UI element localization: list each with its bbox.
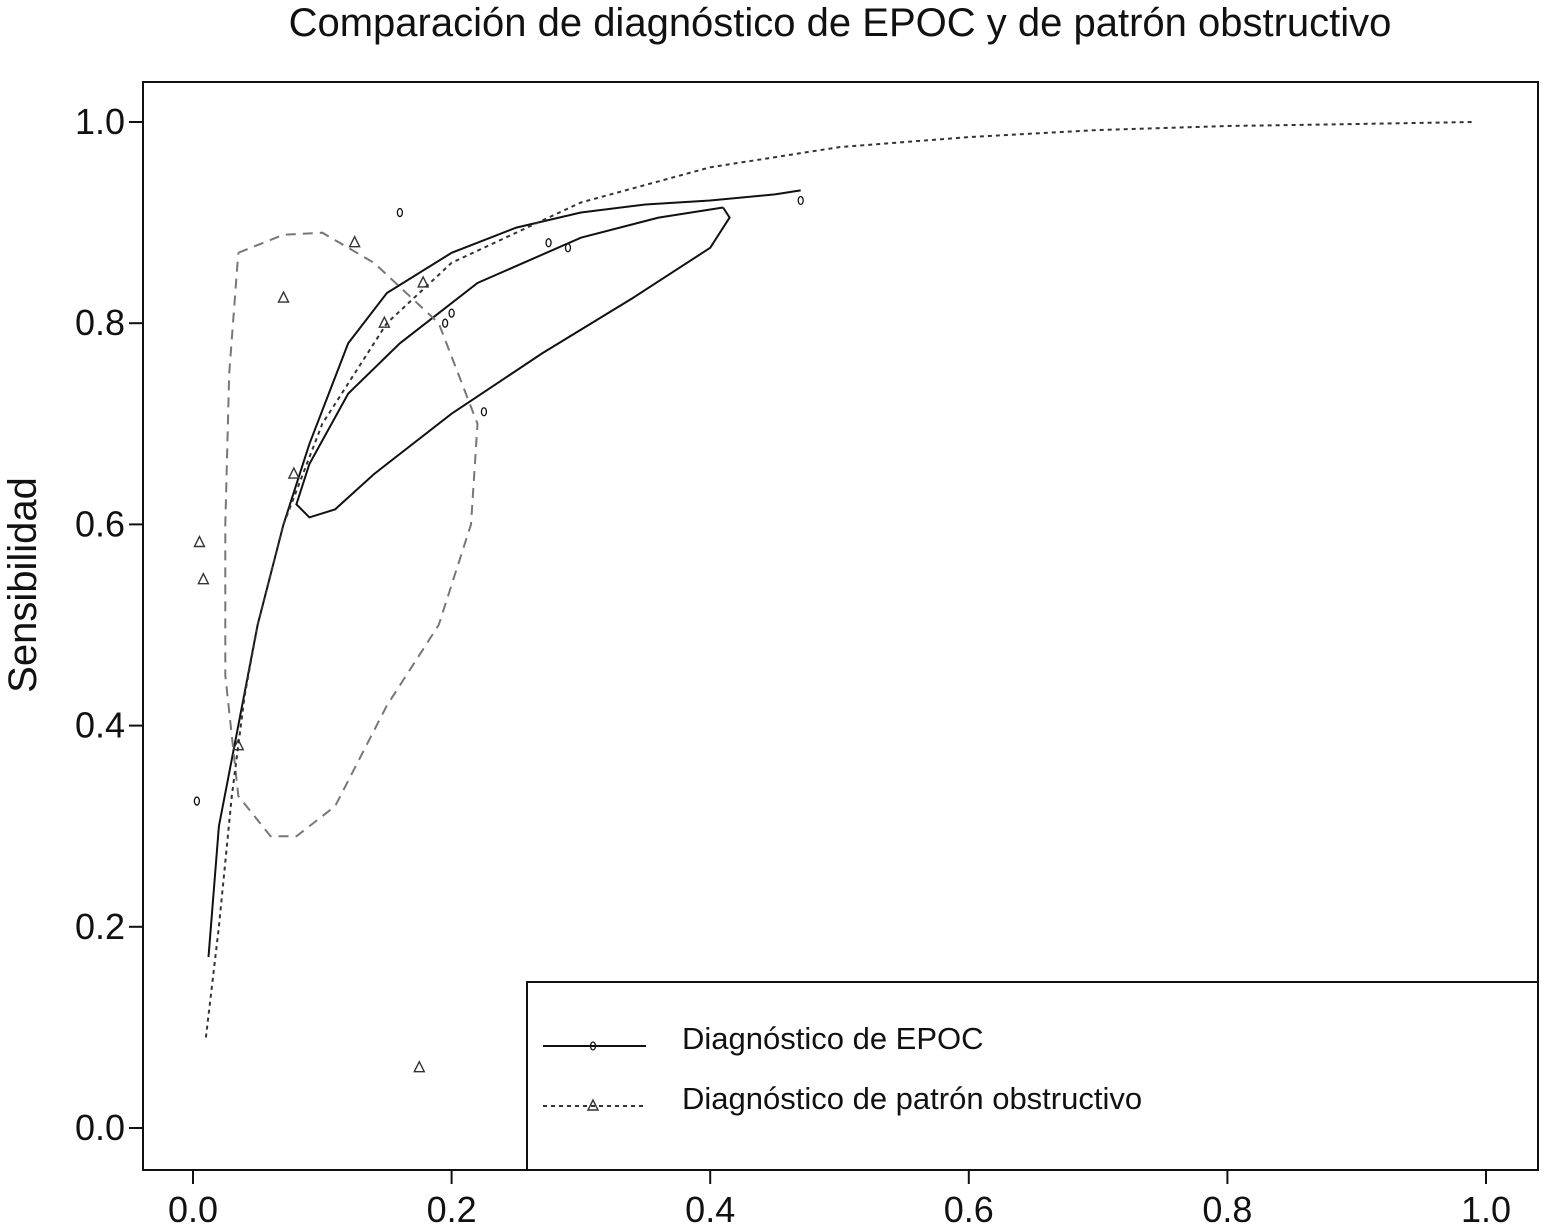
data-point <box>797 195 804 206</box>
data-point <box>348 235 361 248</box>
y-tick-label: 0.8 <box>75 302 125 343</box>
x-tick-label: 0.0 <box>168 1189 218 1230</box>
confidence-region <box>224 231 479 838</box>
series-1 <box>193 189 804 958</box>
data-point <box>287 466 300 479</box>
series-2 <box>193 121 1474 1073</box>
sroc-curve <box>204 121 1474 1038</box>
legend-label: Diagnóstico de EPOC <box>682 1021 984 1056</box>
y-tick-label: 1.0 <box>75 101 125 142</box>
data-point <box>197 572 210 585</box>
sroc-curve <box>207 189 801 958</box>
data-point <box>232 738 245 751</box>
data-point <box>413 1060 426 1073</box>
legend: Diagnóstico de EPOC Diagnóstico de patrón… <box>526 981 1539 1171</box>
legend-marker <box>586 1098 600 1111</box>
legend-label: Diagnóstico de patrón obstructivo <box>682 1081 1142 1116</box>
data-point <box>193 534 206 548</box>
data-point <box>378 315 391 328</box>
y-axis-label: Sensibilidad <box>1 477 45 693</box>
chart-title: Comparación de diagnóstico de EPOC y de … <box>288 1 1392 45</box>
data-point <box>441 318 449 328</box>
y-tick-label: 0.6 <box>75 503 125 544</box>
data-point <box>193 796 201 806</box>
y-tick-label: 0.0 <box>75 1107 125 1148</box>
confidence-region <box>295 206 731 519</box>
x-tick-label: 0.8 <box>1202 1189 1252 1230</box>
y-tick-label: 0.4 <box>75 705 125 746</box>
x-tick-label: 0.6 <box>944 1189 994 1230</box>
series-layer <box>193 121 1474 1073</box>
x-tick-label: 0.2 <box>427 1189 477 1230</box>
x-tick-label: 0.4 <box>685 1189 735 1230</box>
data-point <box>417 275 430 288</box>
data-point <box>448 308 455 318</box>
legend-box <box>526 981 1539 1171</box>
y-tick-label: 0.2 <box>75 906 125 947</box>
x-tick-label: 1.0 <box>1461 1189 1511 1230</box>
axes: 0.0 0.2 0.4 0.6 0.8 1.0 0.0 0.2 0.4 0.6 0.8 1.0 Sens… <box>1 81 1539 1230</box>
data-point <box>480 407 488 417</box>
data-point <box>564 243 572 253</box>
data-point <box>277 290 290 303</box>
legend-marker <box>589 1041 597 1051</box>
data-point <box>545 238 552 248</box>
data-point <box>396 207 404 218</box>
